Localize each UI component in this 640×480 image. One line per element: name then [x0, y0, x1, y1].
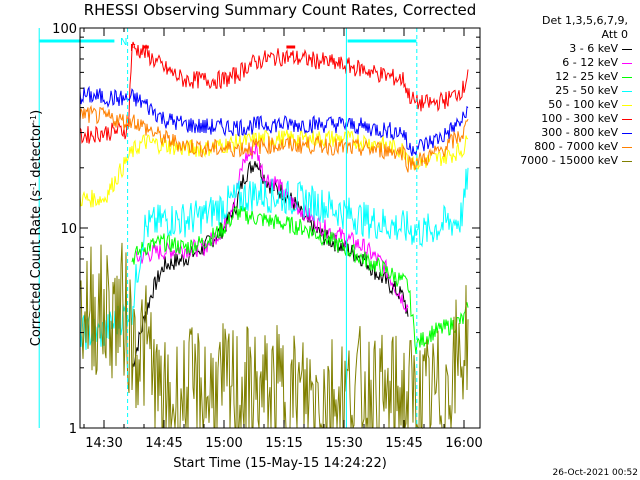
legend-swatch [622, 63, 632, 64]
legend-item: 12 - 25 keV [488, 70, 634, 84]
chart-title: RHESSI Observing Summary Count Rates, Co… [83, 1, 477, 19]
legend-header-1: Det 1,3,5,6,7,9, [541, 14, 628, 27]
legend-label: 800 - 7000 keV [534, 140, 618, 153]
legend-swatch [622, 161, 632, 162]
night-label: N [120, 37, 127, 48]
legend-swatch [622, 147, 632, 148]
y-tick-labels: 1 10 100 [52, 22, 77, 437]
series-line-3 [131, 205, 469, 354]
y-tick-label: 100 [52, 22, 77, 37]
state-bars: N F [39, 37, 417, 54]
x-axis-label: Start Time (15-May-15 14:24:22) [173, 456, 387, 471]
legend-item: 100 - 300 keV [488, 112, 634, 126]
x-tick-label: 14:45 [145, 436, 182, 451]
legend-label: 3 - 6 keV [569, 42, 618, 55]
legend-swatch [622, 119, 632, 120]
legend-item: 25 - 50 keV [488, 84, 634, 98]
x-tick-label: 14:30 [85, 436, 122, 451]
legend-swatch [622, 133, 632, 134]
series-line-1 [131, 160, 409, 369]
night-boundaries [38, 28, 418, 428]
series-line-7 [79, 85, 469, 157]
legend-label: 300 - 800 keV [541, 126, 618, 139]
legend-label: 50 - 100 keV [548, 98, 618, 111]
legend-label: 12 - 25 keV [555, 70, 618, 83]
y-tick-label: 10 [60, 222, 77, 237]
y-tick-label: 1 [69, 422, 77, 437]
legend-item: 6 - 12 keV [488, 56, 634, 70]
x-tick-label: 16:00 [445, 436, 482, 451]
x-tick-label: 15:15 [265, 436, 302, 451]
legend-swatch [622, 91, 632, 92]
legend-item: 300 - 800 keV [488, 126, 634, 140]
legend-label: 6 - 12 keV [562, 56, 618, 69]
legend-swatch [622, 49, 632, 50]
legend-item: 800 - 7000 keV [488, 140, 634, 154]
series-line-8 [79, 104, 469, 173]
legend-label: 25 - 50 keV [555, 84, 618, 97]
legend-label: 100 - 300 keV [541, 112, 618, 125]
x-tick-label: 15:45 [385, 436, 422, 451]
x-tick-label: 15:00 [205, 436, 242, 451]
y-axis-label: Corrected Count Rate (s-1 detector-1) [29, 110, 45, 346]
series-line-6 [79, 41, 469, 151]
legend-label: 7000 - 15000 keV [520, 154, 618, 167]
legend-item: 7000 - 15000 keV [488, 154, 634, 168]
axis-ticks [80, 28, 480, 429]
timestamp: 26-Oct-2021 00:52 [552, 468, 638, 478]
x-tick-labels: 14:30 14:45 15:00 15:15 15:30 15:45 16:00 [85, 436, 482, 451]
flare-label: F [130, 43, 136, 54]
series-line-5 [79, 129, 469, 208]
series-line-9 [79, 239, 469, 430]
legend: Det 1,3,5,6,7,9, Att 0 3 - 6 keV 6 - 12 k… [488, 14, 634, 168]
legend-item: 3 - 6 keV [488, 42, 634, 56]
legend-header-2: Att 0 [601, 28, 628, 41]
series-line-2 [135, 143, 409, 312]
series-lines [79, 41, 469, 430]
x-tick-label: 15:30 [325, 436, 362, 451]
legend-swatch [622, 77, 632, 78]
legend-swatch [622, 105, 632, 106]
series-line-4 [79, 167, 469, 351]
legend-item: 50 - 100 keV [488, 98, 634, 112]
